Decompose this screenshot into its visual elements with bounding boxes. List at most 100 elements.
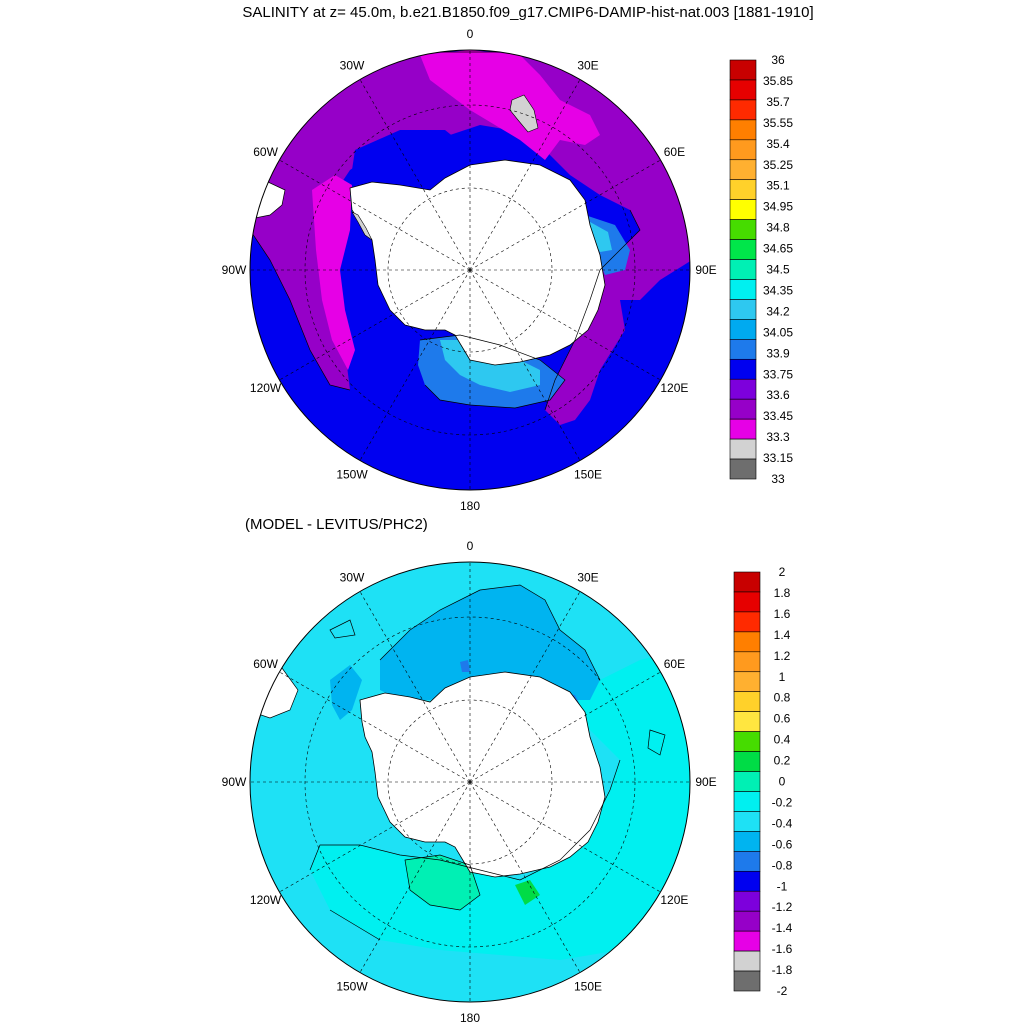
colorbar-swatch <box>733 771 761 792</box>
colorbar-level-label: 35.25 <box>763 158 793 172</box>
colorbar-swatch <box>729 139 757 161</box>
colorbar-swatch <box>729 79 757 101</box>
bottom-anomaly-green-spot <box>515 880 540 905</box>
longitude-label: 0 <box>467 539 474 553</box>
top-map-border <box>249 49 691 491</box>
longitude-label: 30W <box>340 59 365 73</box>
longitude-label: 30W <box>340 571 365 585</box>
longitude-label: 60E <box>664 657 685 671</box>
colorbar-swatch <box>733 831 761 852</box>
longitude-label: 120W <box>250 381 282 395</box>
colorbar-level-label: 34.8 <box>766 221 790 235</box>
colorbar-level-label: -2 <box>777 984 788 998</box>
colorbar-level-label: 34.2 <box>766 304 790 318</box>
colorbar-level-label: 33.9 <box>766 346 790 360</box>
colorbar-swatch <box>733 870 761 892</box>
bottom-panel: (MODEL - LEVITUS/PHC2) <box>222 516 793 1024</box>
bottom-map <box>250 562 690 1002</box>
colorbar-swatch <box>729 438 757 460</box>
colorbar-swatch <box>729 199 757 220</box>
colorbar-level-label: -1.6 <box>772 942 793 956</box>
colorbar-level-label: 0.6 <box>774 712 791 726</box>
colorbar-level-label: 34.65 <box>763 242 793 256</box>
colorbar-level-label: -1 <box>777 879 788 893</box>
colorbar-level-label: 0 <box>779 775 786 789</box>
colorbar-swatch <box>733 571 761 593</box>
longitude-label: 120E <box>660 893 688 907</box>
colorbar-swatch <box>733 651 761 673</box>
colorbar-level-label: 33.45 <box>763 409 793 423</box>
bottom-title: (MODEL - LEVITUS/PHC2) <box>245 516 428 533</box>
top-salinity-gray-patch <box>509 94 539 133</box>
colorbar-level-label: -0.8 <box>772 858 793 872</box>
bottom-graticule <box>250 562 690 1002</box>
top-panel: SALINITY at z= 45.0m, b.e21.B1850.f09_g1… <box>222 4 814 513</box>
top-graticule <box>250 50 690 490</box>
colorbar-swatch <box>729 179 757 200</box>
bottom-anomaly-dark-blue-2 <box>460 660 470 672</box>
colorbar-level-label: 33.3 <box>766 430 790 444</box>
colorbar-level-label: 1 <box>779 670 786 684</box>
colorbar-level-label: 33.6 <box>766 388 790 402</box>
colorbar-level-label: 33 <box>771 472 785 486</box>
longitude-label: 90E <box>695 775 716 789</box>
longitude-label: 120E <box>660 381 688 395</box>
colorbar-swatch <box>733 751 761 772</box>
top-antarctic-peninsula <box>351 211 373 241</box>
colorbar-level-label: 35.7 <box>766 95 790 109</box>
colorbar-swatch <box>729 398 757 420</box>
colorbar-swatch <box>729 119 757 141</box>
colorbar-swatch <box>729 159 757 181</box>
colorbar-swatch <box>729 339 757 360</box>
colorbar-swatch <box>733 731 761 752</box>
colorbar-level-label: -1.4 <box>772 921 793 935</box>
longitude-label: 150E <box>574 467 602 481</box>
colorbar-level-label: 1.6 <box>774 607 791 621</box>
colorbar-swatch <box>729 239 757 260</box>
bottom-colorbar: 2 1.8 1.6 1.4 1.2 1 0.8 0.6 0.4 0.2 0 -0.2 -0.4 -0.6 -… <box>733 565 793 998</box>
longitude-label: 180 <box>460 499 480 513</box>
colorbar-level-label: -1.8 <box>772 963 793 977</box>
colorbar-level-label: 34.35 <box>763 283 793 297</box>
colorbar-level-label: 34.05 <box>763 325 793 339</box>
colorbar-level-label: 2 <box>779 565 786 579</box>
colorbar-swatch <box>733 930 761 952</box>
colorbar-level-label: 35.1 <box>766 179 790 193</box>
colorbar-swatch <box>729 219 757 240</box>
colorbar-level-label: 34.5 <box>766 263 790 277</box>
bottom-contours <box>309 584 666 941</box>
colorbar-swatch <box>733 611 761 633</box>
bottom-anomaly-blue-west <box>330 665 362 720</box>
colorbar-swatch <box>733 791 761 812</box>
colorbar-swatch <box>733 691 761 712</box>
longitude-label: 90W <box>222 775 247 789</box>
colorbar-swatch <box>733 631 761 653</box>
colorbar-swatch <box>733 591 761 613</box>
bottom-anomaly-cyan-region <box>310 650 690 960</box>
top-colorbar: 36 35.85 35.7 35.55 35.4 35.25 35.1 34.95 34.8 34… <box>729 53 793 486</box>
longitude-label: 60E <box>664 145 685 159</box>
bottom-map-border <box>249 561 691 1003</box>
colorbar-level-label: 33.15 <box>763 451 793 465</box>
colorbar-swatch <box>729 458 757 480</box>
top-salinity-shelf-ross-inner <box>440 340 540 392</box>
colorbar-level-label: -0.2 <box>772 796 793 810</box>
colorbar-swatch <box>729 259 757 280</box>
top-salinity-magenta-west <box>312 175 355 370</box>
longitude-label: 60W <box>253 145 278 159</box>
colorbar-level-label: 0.8 <box>774 691 791 705</box>
bottom-longitude-labels: 0 30E 60E 90E 120E 150E 180 150W 120W 90W 60W 30W <box>222 539 717 1024</box>
top-salinity-deep-blue-weddell <box>352 130 470 180</box>
colorbar-swatch <box>733 890 761 912</box>
colorbar-level-label: -1.2 <box>772 900 793 914</box>
colorbar-level-label: 34.95 <box>763 200 793 214</box>
top-salinity-magenta-region <box>420 50 600 160</box>
colorbar-swatch <box>729 99 757 121</box>
longitude-label: 90W <box>222 263 247 277</box>
longitude-label: 120W <box>250 893 282 907</box>
colorbar-level-label: 35.4 <box>766 137 790 151</box>
colorbar-level-label: -0.6 <box>772 837 793 851</box>
bottom-anomaly-teal-ross <box>405 855 480 910</box>
colorbar-swatch <box>729 279 757 300</box>
